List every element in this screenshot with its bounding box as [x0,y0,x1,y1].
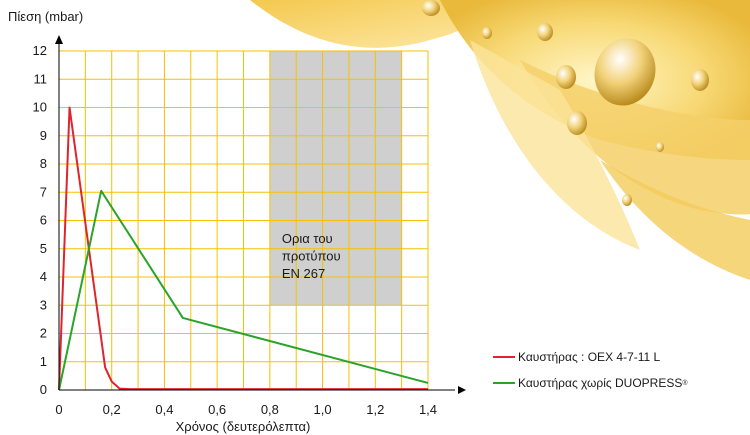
y-tick-label: 1 [40,354,47,369]
y-axis-arrow [55,35,63,44]
legend-entry: Καυστήρας χωρίς DUOPRESS ® [493,370,688,396]
y-axis-title: Πίεση (mbar) [8,9,83,24]
y-tick-label: 12 [33,43,47,58]
x-tick-label: 1,4 [419,402,437,417]
legend-swatch [493,356,515,358]
region-label-line: Ορια του [282,231,333,246]
y-tick-label: 0 [40,382,47,397]
y-tick-label: 9 [40,128,47,143]
y-tick-label: 2 [40,326,47,341]
region-label-line: προτύπου [282,249,341,264]
legend-swatch [493,382,515,384]
series-line-1 [58,106,428,391]
x-tick-label: 1,0 [314,402,332,417]
y-tick-label: 10 [33,100,47,115]
x-tick-label: 0,8 [261,402,279,417]
legend-entry: Καυστήρας : OEX 4-7-11 L [493,344,688,370]
x-tick-label: 0,2 [103,402,121,417]
x-tick-label: 1,2 [366,402,384,417]
standard-limits-region [269,51,402,306]
x-tick-label: 0,4 [155,402,173,417]
legend-label: Καυστήρας χωρίς DUOPRESS [518,376,683,390]
y-tick-label: 4 [40,269,47,284]
y-tick-label: 5 [40,241,47,256]
y-tick-label: 7 [40,184,47,199]
region-label-line: EN 267 [282,266,325,281]
sunflower-petal-image [250,0,750,280]
registered-mark: ® [682,379,688,387]
y-tick-label: 3 [40,297,47,312]
x-axis-arrow [458,386,466,394]
series-line-2 [58,189,429,391]
y-tick-label: 8 [40,156,47,171]
y-tick-label: 6 [40,213,47,228]
legend: Καυστήρας : OEX 4-7-11 L Καυστήρας χωρίς … [493,344,688,396]
y-tick-label: 11 [34,71,48,86]
legend-label: Καυστήρας : OEX 4-7-11 L [518,350,661,364]
x-tick-label: 0 [55,402,62,417]
x-axis-title: Χρόνος (δευτερόλεπτα) [176,419,311,434]
x-tick-label: 0,6 [208,402,226,417]
